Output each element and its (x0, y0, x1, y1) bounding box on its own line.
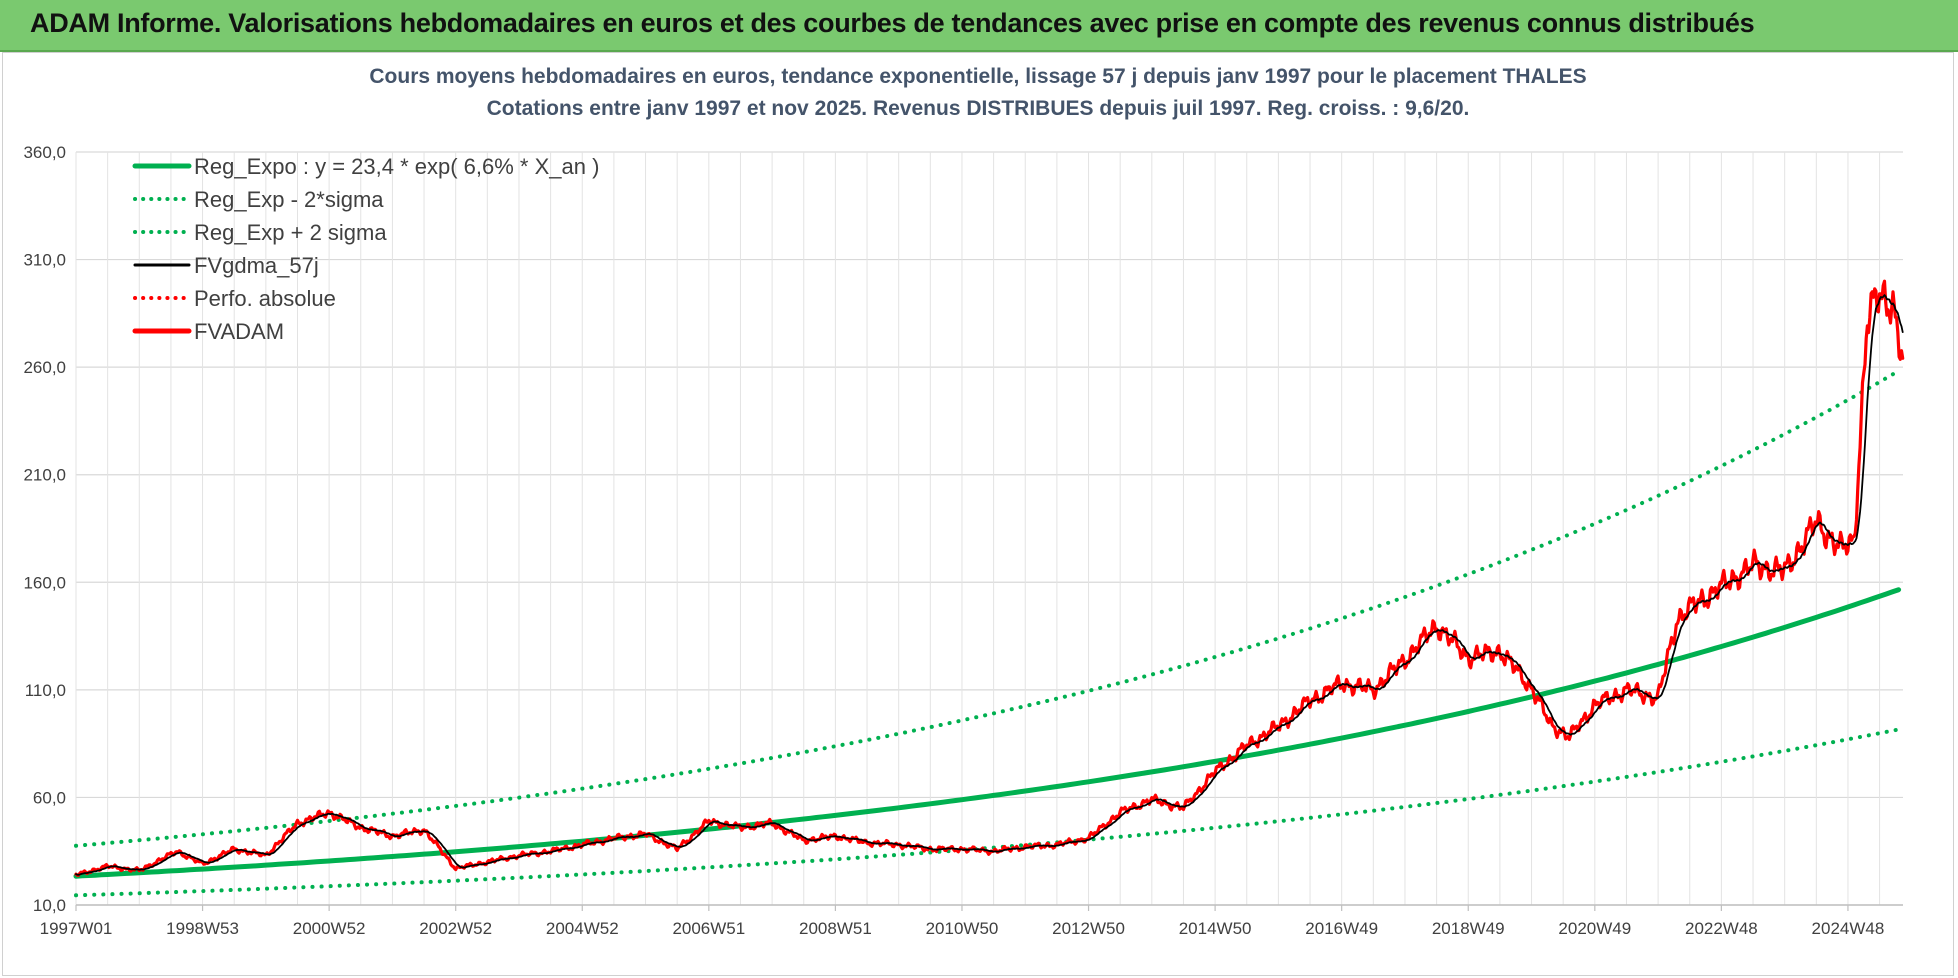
legend-entry: FVgdma_57j (194, 253, 319, 278)
chart-title-line2: Cotations entre janv 1997 et nov 2025. R… (487, 97, 1470, 120)
x-tick-label: 2014W50 (1179, 919, 1252, 938)
series-line-2 (74, 368, 1901, 848)
series-line-3 (75, 294, 1904, 876)
series-line-5 (74, 279, 1905, 877)
chart-title-line1: Cours moyens hebdomadaires en euros, ten… (369, 65, 1586, 88)
x-tick-label: 1998W53 (166, 919, 239, 938)
x-axis: 1997W01 1998W53 2000W52 2002W52 2004W52 2006W… (40, 905, 1885, 938)
x-tick-label: 1997W01 (40, 919, 113, 938)
legend-entry: FVADAM (194, 319, 284, 344)
legend-entry: Reg_Exp - 2*sigma (194, 187, 384, 212)
x-tick-label: 2004W52 (546, 919, 619, 938)
y-tick-label: 210,0 (23, 466, 66, 485)
x-tick-label: 2002W52 (419, 919, 492, 938)
legend-entry: Perfo. absolue (194, 286, 336, 311)
y-tick-label: 60,0 (33, 788, 66, 807)
legend-entry: Reg_Expo : y = 23,4 * exp( 6,6% * X_an ) (194, 154, 599, 179)
x-tick-label: 2008W51 (799, 919, 872, 938)
grid (75, 151, 1903, 906)
x-tick-label: 2000W52 (293, 919, 366, 938)
series-line-1 (74, 727, 1901, 898)
x-tick-label: 2006W51 (672, 919, 745, 938)
series-line-0 (73, 587, 1902, 879)
x-tick-label: 2024W48 (1812, 919, 1885, 938)
x-tick-label: 2018W49 (1432, 919, 1505, 938)
legend-entry: Reg_Exp + 2 sigma (194, 220, 387, 245)
page-title: ADAM Informe. Valorisations hebdomadaire… (30, 8, 1755, 38)
y-tick-label: 110,0 (25, 681, 66, 700)
x-tick-label: 2010W50 (926, 919, 999, 938)
y-tick-label: 10,0 (33, 896, 66, 915)
header-banner: ADAM Informe. Valorisations hebdomadaire… (0, 0, 1958, 52)
x-tick-label: 2016W49 (1305, 919, 1378, 938)
x-tick-label: 2012W50 (1052, 919, 1125, 938)
y-tick-label: 360,0 (23, 143, 66, 162)
y-tick-label: 260,0 (23, 358, 66, 377)
chart-frame: Cours moyens hebdomadaires en euros, ten… (2, 52, 1954, 976)
y-tick-label: 310,0 (23, 251, 66, 270)
x-tick-label: 2020W49 (1558, 919, 1631, 938)
x-tick-label: 2022W48 (1685, 919, 1758, 938)
chart-area: Cours moyens hebdomadaires en euros, ten… (23, 65, 1905, 938)
y-tick-label: 160,0 (23, 573, 66, 592)
y-axis: 10,0 60,0 110,0 160,0 210,0 260,0 310,0 360,0 (23, 143, 66, 915)
plot-series (73, 279, 1905, 898)
legend: Reg_Expo : y = 23,4 * exp( 6,6% * X_an )… (132, 154, 599, 344)
